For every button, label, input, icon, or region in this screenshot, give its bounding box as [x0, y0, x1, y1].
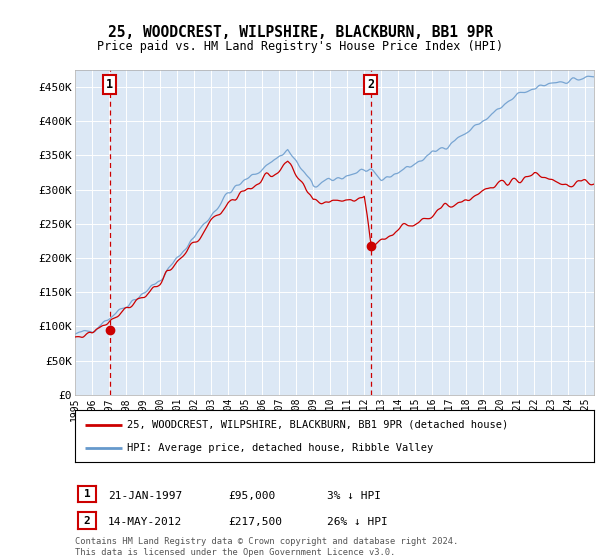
Text: 2: 2	[83, 516, 91, 526]
Text: £95,000: £95,000	[228, 491, 275, 501]
Text: Contains HM Land Registry data © Crown copyright and database right 2024.
This d: Contains HM Land Registry data © Crown c…	[75, 537, 458, 557]
Text: 25, WOODCREST, WILPSHIRE, BLACKBURN, BB1 9PR: 25, WOODCREST, WILPSHIRE, BLACKBURN, BB1…	[107, 25, 493, 40]
Text: HPI: Average price, detached house, Ribble Valley: HPI: Average price, detached house, Ribb…	[127, 444, 433, 454]
Text: 1: 1	[83, 489, 91, 499]
Text: 1: 1	[106, 78, 113, 91]
Text: 3% ↓ HPI: 3% ↓ HPI	[327, 491, 381, 501]
Text: 26% ↓ HPI: 26% ↓ HPI	[327, 517, 388, 528]
Text: Price paid vs. HM Land Registry's House Price Index (HPI): Price paid vs. HM Land Registry's House …	[97, 40, 503, 53]
Text: 21-JAN-1997: 21-JAN-1997	[108, 491, 182, 501]
Text: 25, WOODCREST, WILPSHIRE, BLACKBURN, BB1 9PR (detached house): 25, WOODCREST, WILPSHIRE, BLACKBURN, BB1…	[127, 419, 508, 430]
Text: 14-MAY-2012: 14-MAY-2012	[108, 517, 182, 528]
Text: 2: 2	[367, 78, 374, 91]
Text: £217,500: £217,500	[228, 517, 282, 528]
